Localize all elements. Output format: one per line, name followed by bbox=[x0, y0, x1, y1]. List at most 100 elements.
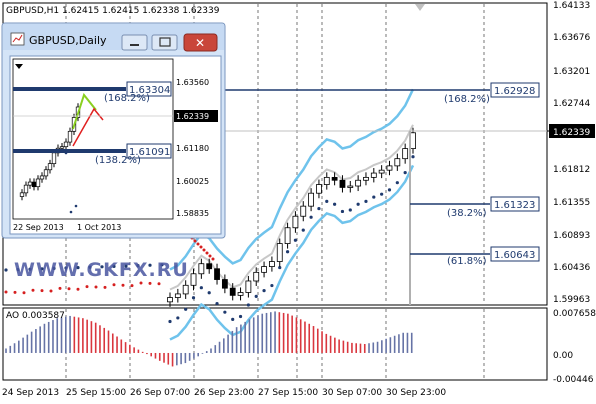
daily-indicator-dot bbox=[69, 210, 73, 214]
fib-price: 1.62928 bbox=[494, 86, 535, 97]
fib-level-3[interactable]: (61.8%) 1.60643 bbox=[410, 246, 540, 267]
indicator-label: AO 0.003587 bbox=[6, 311, 65, 321]
psar-dot bbox=[157, 282, 161, 286]
candle-body bbox=[253, 271, 260, 282]
indicator-dot bbox=[333, 202, 337, 206]
psar-dot bbox=[76, 287, 80, 291]
psar-dot bbox=[196, 242, 200, 246]
daily-window-title: GBPUSD,Daily bbox=[29, 34, 107, 47]
indicator-dot bbox=[16, 268, 20, 272]
indicator-tick: 0.00 bbox=[553, 351, 573, 361]
indicator-dot bbox=[270, 283, 274, 288]
psar-dot bbox=[22, 291, 26, 295]
psar-dot bbox=[67, 287, 71, 291]
price-tick: 1.64133 bbox=[553, 1, 590, 11]
psar-dot bbox=[40, 289, 44, 293]
candle-body bbox=[339, 179, 346, 188]
fib-price-box bbox=[490, 82, 540, 98]
time-tick: 26 Sep 07:00 bbox=[130, 388, 190, 398]
daily-window[interactable]: GBPUSD,Daily ✕ 1.63304 (168.2%) 1.61091 … bbox=[1, 22, 226, 239]
envelope-lower bbox=[169, 164, 415, 341]
candle-body bbox=[221, 279, 228, 289]
envelope-upper bbox=[169, 88, 415, 271]
fib-level-2[interactable]: (38.2%) 1.61323 bbox=[410, 196, 540, 219]
daily-level-box bbox=[126, 81, 172, 97]
psar-dot bbox=[94, 285, 98, 289]
watermark: WWW.GKFX.RU bbox=[14, 259, 189, 281]
daily-candle-body bbox=[19, 192, 25, 197]
psar-dot bbox=[4, 290, 8, 294]
price-tick: 1.63676 bbox=[553, 33, 590, 43]
indicator-dot bbox=[215, 301, 219, 306]
fib-price-box bbox=[490, 196, 540, 212]
daily-candle-body bbox=[39, 175, 45, 180]
daily-shift-marker[interactable] bbox=[15, 64, 23, 69]
indicator-dot bbox=[160, 263, 164, 267]
fib-level-1[interactable]: (168.2%) 1.62928 bbox=[200, 82, 540, 105]
indicator-dot bbox=[100, 265, 104, 269]
candle-body bbox=[394, 158, 401, 167]
close-button[interactable] bbox=[183, 33, 218, 52]
fib-price-box bbox=[490, 246, 540, 262]
indicator-dot bbox=[176, 316, 180, 320]
indicator-dot bbox=[148, 263, 152, 267]
candle-body bbox=[363, 176, 369, 181]
indicator-dot bbox=[64, 266, 68, 270]
chart-shift-marker[interactable] bbox=[415, 4, 425, 11]
indicator-dot bbox=[40, 267, 44, 271]
psar-dot bbox=[85, 285, 89, 289]
psar-dot bbox=[130, 284, 134, 288]
indicator-dot bbox=[207, 291, 211, 295]
daily-candle-body bbox=[63, 141, 69, 148]
price-tick: 1.60893 bbox=[553, 231, 590, 241]
indicator-dot bbox=[199, 286, 203, 290]
fib-pct: (168.2%) bbox=[444, 94, 490, 105]
current-price-label: 1.62339 bbox=[553, 128, 590, 138]
daily-candle-body bbox=[43, 169, 49, 177]
indicator-dot bbox=[112, 264, 116, 268]
indicator-dot bbox=[184, 307, 188, 311]
current-price-tag bbox=[549, 124, 595, 138]
indicator-dot bbox=[231, 317, 235, 321]
time-axis: 24 Sep 2013 25 Sep 15:00 26 Sep 07:00 26… bbox=[2, 388, 446, 398]
fib-pct: (61.8%) bbox=[447, 256, 487, 267]
daily-indicator-dot bbox=[74, 204, 78, 208]
indicator-dot bbox=[340, 209, 345, 214]
psar-dot bbox=[139, 281, 143, 285]
indicator-dot bbox=[301, 228, 305, 232]
candle-body bbox=[276, 243, 283, 262]
candle-body bbox=[355, 179, 362, 187]
daily-zigzag-up bbox=[72, 92, 97, 130]
daily-level-pct: (168.2%) bbox=[104, 93, 150, 104]
fib-price: 1.61323 bbox=[494, 200, 535, 211]
time-tick: 30 Sep 23:00 bbox=[386, 388, 446, 398]
indicator-dot bbox=[356, 202, 360, 206]
candle-body bbox=[410, 132, 416, 150]
daily-current-price-tag bbox=[174, 110, 218, 122]
psar-dot bbox=[148, 281, 152, 285]
daily-level-box bbox=[126, 143, 172, 159]
candle-body bbox=[214, 268, 220, 280]
minimize-button[interactable] bbox=[121, 34, 148, 51]
indicator-dot bbox=[278, 265, 282, 270]
candle-body bbox=[308, 192, 314, 207]
indicator-dot bbox=[317, 206, 321, 211]
maximize-icon bbox=[159, 37, 171, 47]
candle-body bbox=[198, 263, 205, 275]
indicator-dot bbox=[4, 268, 8, 272]
chart-window-icon-glyph bbox=[12, 34, 23, 43]
candle-body bbox=[292, 215, 299, 229]
ao-bars bbox=[5, 311, 413, 367]
candle-body bbox=[300, 205, 307, 217]
maximize-button[interactable] bbox=[151, 34, 178, 51]
indicator-dot bbox=[403, 171, 407, 175]
time-tick: 27 Sep 15:00 bbox=[258, 388, 318, 398]
indicator-axis: 0.007658 0.00 -0.00446 bbox=[553, 309, 596, 385]
candle-body bbox=[174, 293, 181, 298]
daily-level-price: 1.61091 bbox=[129, 147, 170, 158]
indicator-dot bbox=[136, 264, 140, 268]
close-icon: ✕ bbox=[195, 36, 205, 50]
candle-body bbox=[206, 263, 213, 270]
time-tick: 30 Sep 07:00 bbox=[322, 388, 382, 398]
